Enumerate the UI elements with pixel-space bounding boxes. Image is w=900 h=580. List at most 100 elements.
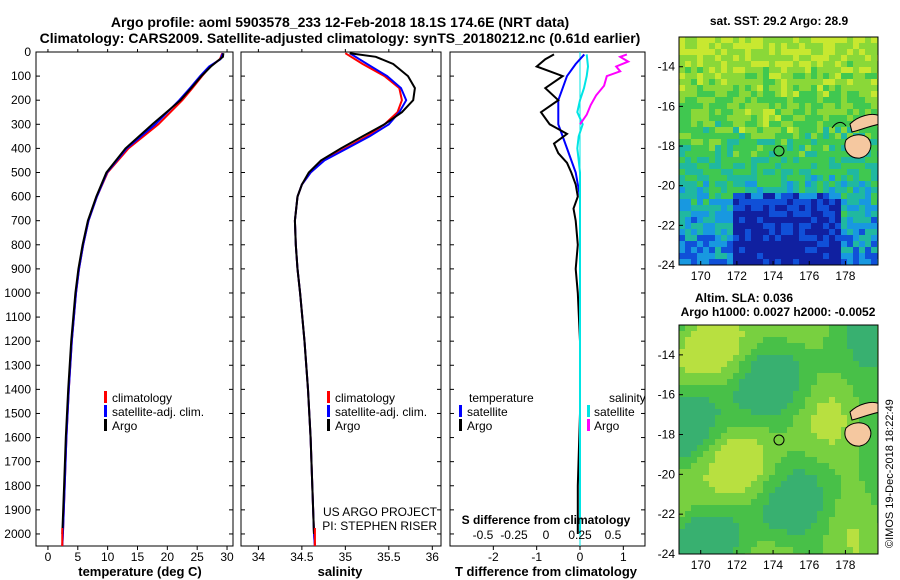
heatmap-cell: [721, 517, 727, 523]
heatmap-cell: [835, 43, 841, 49]
heatmap-cell: [805, 205, 811, 211]
heatmap-cell: [697, 241, 703, 247]
heatmap-cell: [817, 253, 823, 259]
heatmap-cell: [853, 487, 859, 493]
heatmap-cell: [829, 469, 835, 475]
heatmap-cell: [781, 433, 787, 439]
heatmap-cell: [751, 85, 757, 91]
heatmap-cell: [787, 481, 793, 487]
heatmap-cell: [691, 361, 697, 367]
heatmap-cell: [835, 145, 841, 151]
heatmap-cell: [745, 85, 751, 91]
heatmap-cell: [865, 229, 871, 235]
heatmap-cell: [853, 523, 859, 529]
heatmap-cell: [763, 211, 769, 217]
heatmap-cell: [823, 331, 829, 337]
heatmap-cell: [817, 475, 823, 481]
heatmap-cell: [865, 157, 871, 163]
heatmap-cell: [745, 223, 751, 229]
sst-land: [831, 113, 878, 159]
heatmap-cell: [799, 163, 805, 169]
lat-tick-label: -20: [658, 467, 676, 481]
heatmap-cell: [787, 259, 793, 265]
heatmap-cell: [811, 115, 817, 121]
heatmap-cell: [811, 79, 817, 85]
heatmap-cell: [715, 139, 721, 145]
heatmap-cell: [775, 181, 781, 187]
heatmap-cell: [757, 211, 763, 217]
heatmap-cell: [709, 499, 715, 505]
heatmap-cell: [775, 439, 781, 445]
heatmap-cell: [865, 385, 871, 391]
heatmap-cell: [823, 505, 829, 511]
heatmap-cell: [781, 55, 787, 61]
heatmap-cell: [769, 337, 775, 343]
heatmap-cell: [697, 391, 703, 397]
heatmap-cell: [871, 349, 877, 355]
imos-credit: ©IMOS 19-Dec-2018 18:22:49: [884, 399, 896, 548]
float-position-marker: [773, 145, 785, 157]
heatmap-cell: [823, 109, 829, 115]
heatmap-cell: [787, 529, 793, 535]
heatmap-cell: [841, 235, 847, 241]
heatmap-cell: [685, 373, 691, 379]
heatmap-cell: [715, 193, 721, 199]
heatmap-cell: [697, 133, 703, 139]
heatmap-cell: [691, 199, 697, 205]
heatmap-cell: [697, 421, 703, 427]
heatmap-cell: [715, 241, 721, 247]
heatmap-cell: [829, 409, 835, 415]
heatmap-cell: [781, 337, 787, 343]
heatmap-cell: [703, 433, 709, 439]
heatmap-cell: [709, 331, 715, 337]
heatmap-cell: [835, 115, 841, 121]
heatmap-cell: [835, 181, 841, 187]
heatmap-cell: [853, 325, 859, 331]
heatmap-cell: [763, 511, 769, 517]
heatmap-cell: [775, 445, 781, 451]
heatmap-cell: [853, 247, 859, 253]
heatmap-cell: [793, 499, 799, 505]
heatmap-cell: [841, 439, 847, 445]
heatmap-cell: [799, 253, 805, 259]
heatmap-cell: [775, 217, 781, 223]
heatmap-cell: [829, 541, 835, 547]
heatmap-cell: [727, 433, 733, 439]
heatmap-cell: [727, 367, 733, 373]
heatmap-cell: [871, 355, 877, 361]
heatmap-cell: [721, 541, 727, 547]
heatmap-cell: [679, 421, 685, 427]
legend-swatch-argo: [327, 419, 330, 431]
heatmap-cell: [835, 229, 841, 235]
heatmap-cell: [685, 463, 691, 469]
heatmap-cell: [703, 427, 709, 433]
heatmap-cell: [733, 259, 739, 265]
heatmap-cell: [721, 223, 727, 229]
heatmap-cell: [859, 187, 865, 193]
heatmap-cell: [691, 109, 697, 115]
heatmap-cell: [829, 259, 835, 265]
heatmap-cell: [739, 367, 745, 373]
heatmap-cell: [739, 337, 745, 343]
heatmap-cell: [715, 157, 721, 163]
heatmap-cell: [829, 493, 835, 499]
heatmap-cell: [823, 457, 829, 463]
heatmap-cell: [691, 343, 697, 349]
heatmap-cell: [781, 169, 787, 175]
heatmap-cell: [715, 91, 721, 97]
heatmap-cell: [739, 385, 745, 391]
heatmap-cell: [847, 535, 853, 541]
heatmap-cell: [775, 331, 781, 337]
heatmap-cell: [769, 205, 775, 211]
heatmap-cell: [751, 469, 757, 475]
heatmap-cell: [793, 139, 799, 145]
heatmap-cell: [775, 73, 781, 79]
heatmap-cell: [751, 199, 757, 205]
heatmap-cell: [751, 259, 757, 265]
heatmap-cell: [781, 457, 787, 463]
heatmap-cell: [775, 343, 781, 349]
heatmap-cell: [715, 445, 721, 451]
heatmap-cell: [769, 181, 775, 187]
heatmap-cell: [787, 145, 793, 151]
heatmap-cell: [805, 229, 811, 235]
